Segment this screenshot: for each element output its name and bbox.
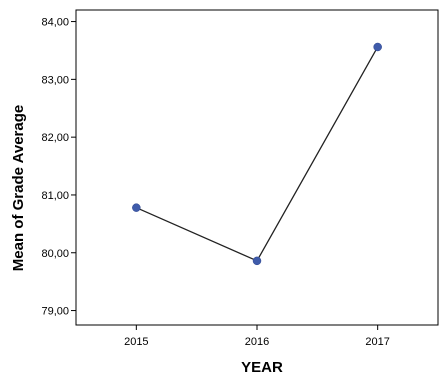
x-tick-label: 2015 xyxy=(124,336,148,348)
x-tick-label: 2016 xyxy=(245,336,269,348)
x-axis-title: YEAR xyxy=(241,359,283,376)
series-line xyxy=(136,46,379,262)
y-tick-label: 81,00 xyxy=(41,190,69,202)
y-tick-label: 83,00 xyxy=(41,74,69,86)
y-tick-label: 82,00 xyxy=(41,132,69,144)
series-line-group xyxy=(136,46,379,262)
data-point xyxy=(252,256,262,266)
plot-area xyxy=(75,9,439,326)
y-tick-label: 80,00 xyxy=(41,248,69,260)
y-tick-label: 79,00 xyxy=(41,306,69,318)
y-axis: 79,00 80,00 81,00 82,00 83,00 84,00 xyxy=(41,17,76,318)
series-points-group xyxy=(132,42,382,266)
y-axis-title: Mean of Grade Average xyxy=(10,105,27,271)
data-point xyxy=(373,42,382,52)
data-point xyxy=(132,203,141,212)
x-tick-label: 2017 xyxy=(365,336,389,348)
y-tick-label: 84,00 xyxy=(41,17,69,29)
plot-frame xyxy=(75,9,439,326)
x-axis: 2015 2016 2017 xyxy=(124,325,390,348)
